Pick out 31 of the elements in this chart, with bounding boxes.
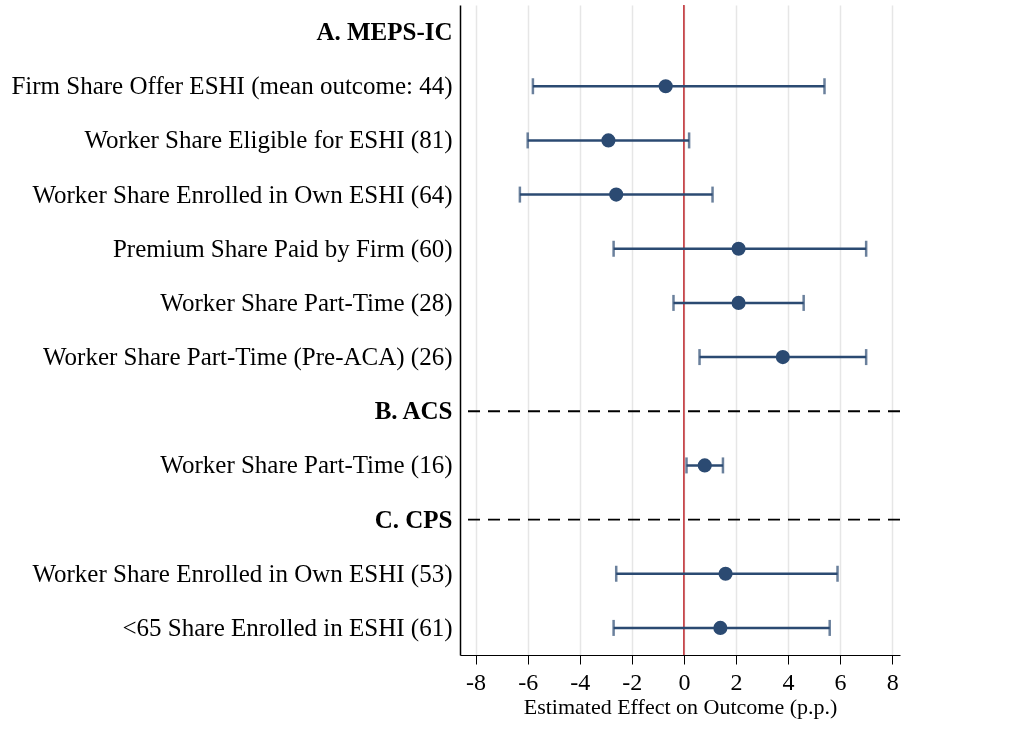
x-tick-label: -2 xyxy=(622,668,643,695)
y-tick-label: Worker Share Part-Time (Pre-ACA) (26) xyxy=(43,343,453,372)
point xyxy=(775,350,790,365)
point xyxy=(713,620,728,635)
point xyxy=(731,295,746,310)
y-tick-label: Worker Share Part-Time (28) xyxy=(160,288,453,317)
y-tick-label: Premium Share Paid by Firm (60) xyxy=(112,234,453,263)
y-tick-label: C. CPS xyxy=(374,505,453,533)
y-tick-label: Worker Share Enrolled in Own ESHI (53) xyxy=(32,559,453,588)
y-tick-label: <65 Share Enrolled in ESHI (61) xyxy=(122,613,453,642)
y-tick-label: B. ACS xyxy=(374,397,453,425)
point xyxy=(658,79,673,94)
point xyxy=(718,566,733,581)
point xyxy=(609,187,624,202)
y-tick-label: Firm Share Offer ESHI (mean outcome: 44) xyxy=(11,72,453,101)
point xyxy=(731,241,746,256)
x-tick-label: -4 xyxy=(570,668,591,695)
y-tick-label: Worker Share Eligible for ESHI (81) xyxy=(84,126,453,155)
x-tick-label: -6 xyxy=(518,668,539,695)
x-tick-label: -8 xyxy=(466,668,487,695)
y-tick-label: Worker Share Part-Time (16) xyxy=(160,451,453,480)
x-tick-label: 8 xyxy=(886,668,899,695)
y-tick-label: Worker Share Enrolled in Own ESHI (64) xyxy=(32,180,453,209)
point xyxy=(601,133,616,148)
x-tick-label: 0 xyxy=(678,668,691,695)
point xyxy=(697,458,712,473)
x-axis-title: Estimated Effect on Outcome (p.p.) xyxy=(523,693,838,719)
x-tick-label: 6 xyxy=(834,668,847,695)
x-tick-label: 2 xyxy=(730,668,743,695)
x-tick-label: 4 xyxy=(782,668,795,695)
y-tick-label: A. MEPS-IC xyxy=(316,18,453,46)
